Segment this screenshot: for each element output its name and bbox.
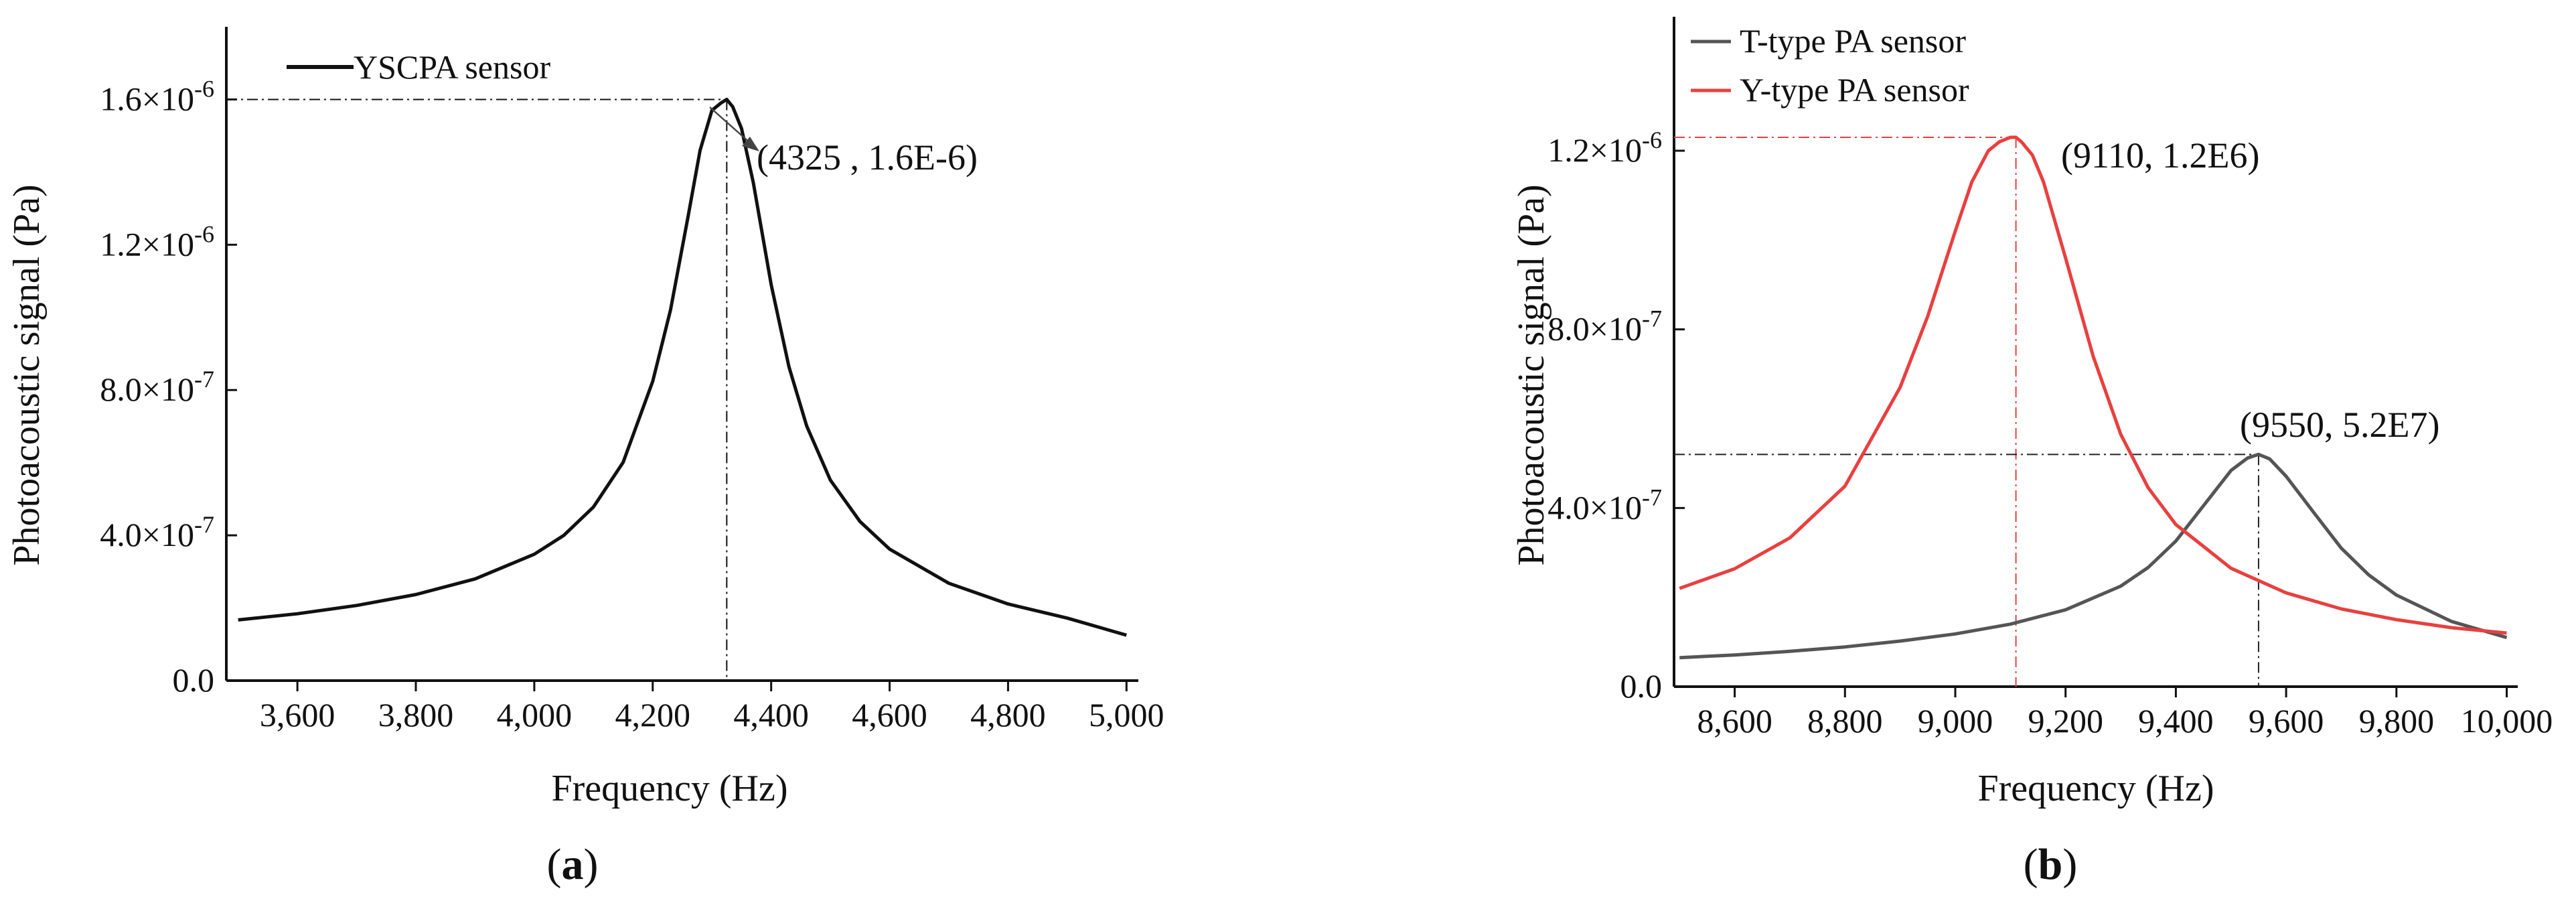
y-tick-label: 1.6×10-6 xyxy=(100,75,214,117)
x-tick-label: 5,000 xyxy=(1089,696,1164,734)
legend-label-yscpa: YSCPA sensor xyxy=(354,48,550,86)
x-tick-label: 9,400 xyxy=(2138,702,2214,740)
y-tick-label: 4.0×10-7 xyxy=(1547,484,1662,526)
peak-annotation-t-type: (9550, 5.2E7) xyxy=(2240,405,2439,445)
x-tick-label: 8,800 xyxy=(1807,702,1883,740)
panel-label-a: (a) xyxy=(547,840,599,889)
y-tick-label: 8.0×10-7 xyxy=(100,366,214,408)
y-tick-labels: 0.0 4.0×10-7 8.0×10-7 1.2×10-6 xyxy=(1547,127,1662,705)
peak-arrowhead xyxy=(742,137,759,151)
chart-panel-b: 8,600 8,800 9,000 9,200 9,400 9,600 9,800 10,00… xyxy=(1511,17,2553,889)
y-axis-title: Photoacoustic signal (Pa) xyxy=(1511,184,1552,565)
x-axis-title: Frequency (Hz) xyxy=(552,768,788,809)
x-tick-label: 4,400 xyxy=(733,696,809,734)
x-tick-label: 4,800 xyxy=(970,696,1046,734)
series-line-t-type-pa-sensor xyxy=(1679,452,2508,660)
tick-marks xyxy=(1674,149,2508,697)
x-tick-label: 9,800 xyxy=(2359,702,2435,740)
x-tick-label: 4,000 xyxy=(497,696,573,734)
peak-guides xyxy=(1674,137,2259,687)
series-lines xyxy=(238,97,1127,637)
y-tick-label: 1.2×10-6 xyxy=(100,220,214,263)
x-tick-label: 9,600 xyxy=(2249,702,2324,740)
x-tick-labels: 3,600 3,800 4,000 4,200 4,400 4,600 4,800 5,000 xyxy=(260,696,1164,734)
x-tick-labels: 8,600 8,800 9,000 9,200 9,400 9,600 9,800 10,00… xyxy=(1697,702,2553,740)
peak-guides xyxy=(226,98,728,681)
tick-marks xyxy=(226,98,1128,691)
peak-annotation-y-type: (9110, 1.2E6) xyxy=(2061,135,2259,176)
x-tick-label: 9,200 xyxy=(2028,702,2103,740)
x-tick-label: 4,200 xyxy=(615,696,691,734)
peak-annotation-a: (4325 , 1.6E-6) xyxy=(757,137,978,178)
legend-label-y-type: Y-type PA sensor xyxy=(1740,71,1969,109)
x-tick-label: 8,600 xyxy=(1697,702,1772,740)
x-tick-label: 3,600 xyxy=(260,696,335,734)
x-tick-label: 4,600 xyxy=(852,696,927,734)
series-line-y-type-pa-sensor xyxy=(1679,135,2507,635)
legend-label-t-type: T-type PA sensor xyxy=(1740,22,1966,60)
y-tick-label: 8.0×10-7 xyxy=(1547,305,1662,348)
panel-label-b: (b) xyxy=(2024,840,2078,889)
x-axis-title: Frequency (Hz) xyxy=(1978,768,2214,809)
y-tick-label: 1.2×10-6 xyxy=(1547,127,1662,169)
y-tick-label: 0.0 xyxy=(173,661,215,699)
chart-panel-a: 3,600 3,800 4,000 4,200 4,400 4,600 4,800 5,000… xyxy=(6,27,1164,889)
x-tick-label: 10,000 xyxy=(2461,702,2553,740)
x-tick-label: 9,000 xyxy=(1918,702,1993,740)
series-lines xyxy=(1679,135,2508,660)
x-tick-label: 3,800 xyxy=(378,696,454,734)
y-axis-title: Photoacoustic signal (Pa) xyxy=(6,184,48,565)
y-tick-labels: 0.0 4.0×10-7 8.0×10-7 1.2×10-6 1.6×10-6 xyxy=(100,75,214,699)
y-tick-label: 0.0 xyxy=(1620,667,1663,705)
series-line-yscpa-sensor xyxy=(238,97,1127,637)
y-tick-label: 4.0×10-7 xyxy=(100,511,214,553)
